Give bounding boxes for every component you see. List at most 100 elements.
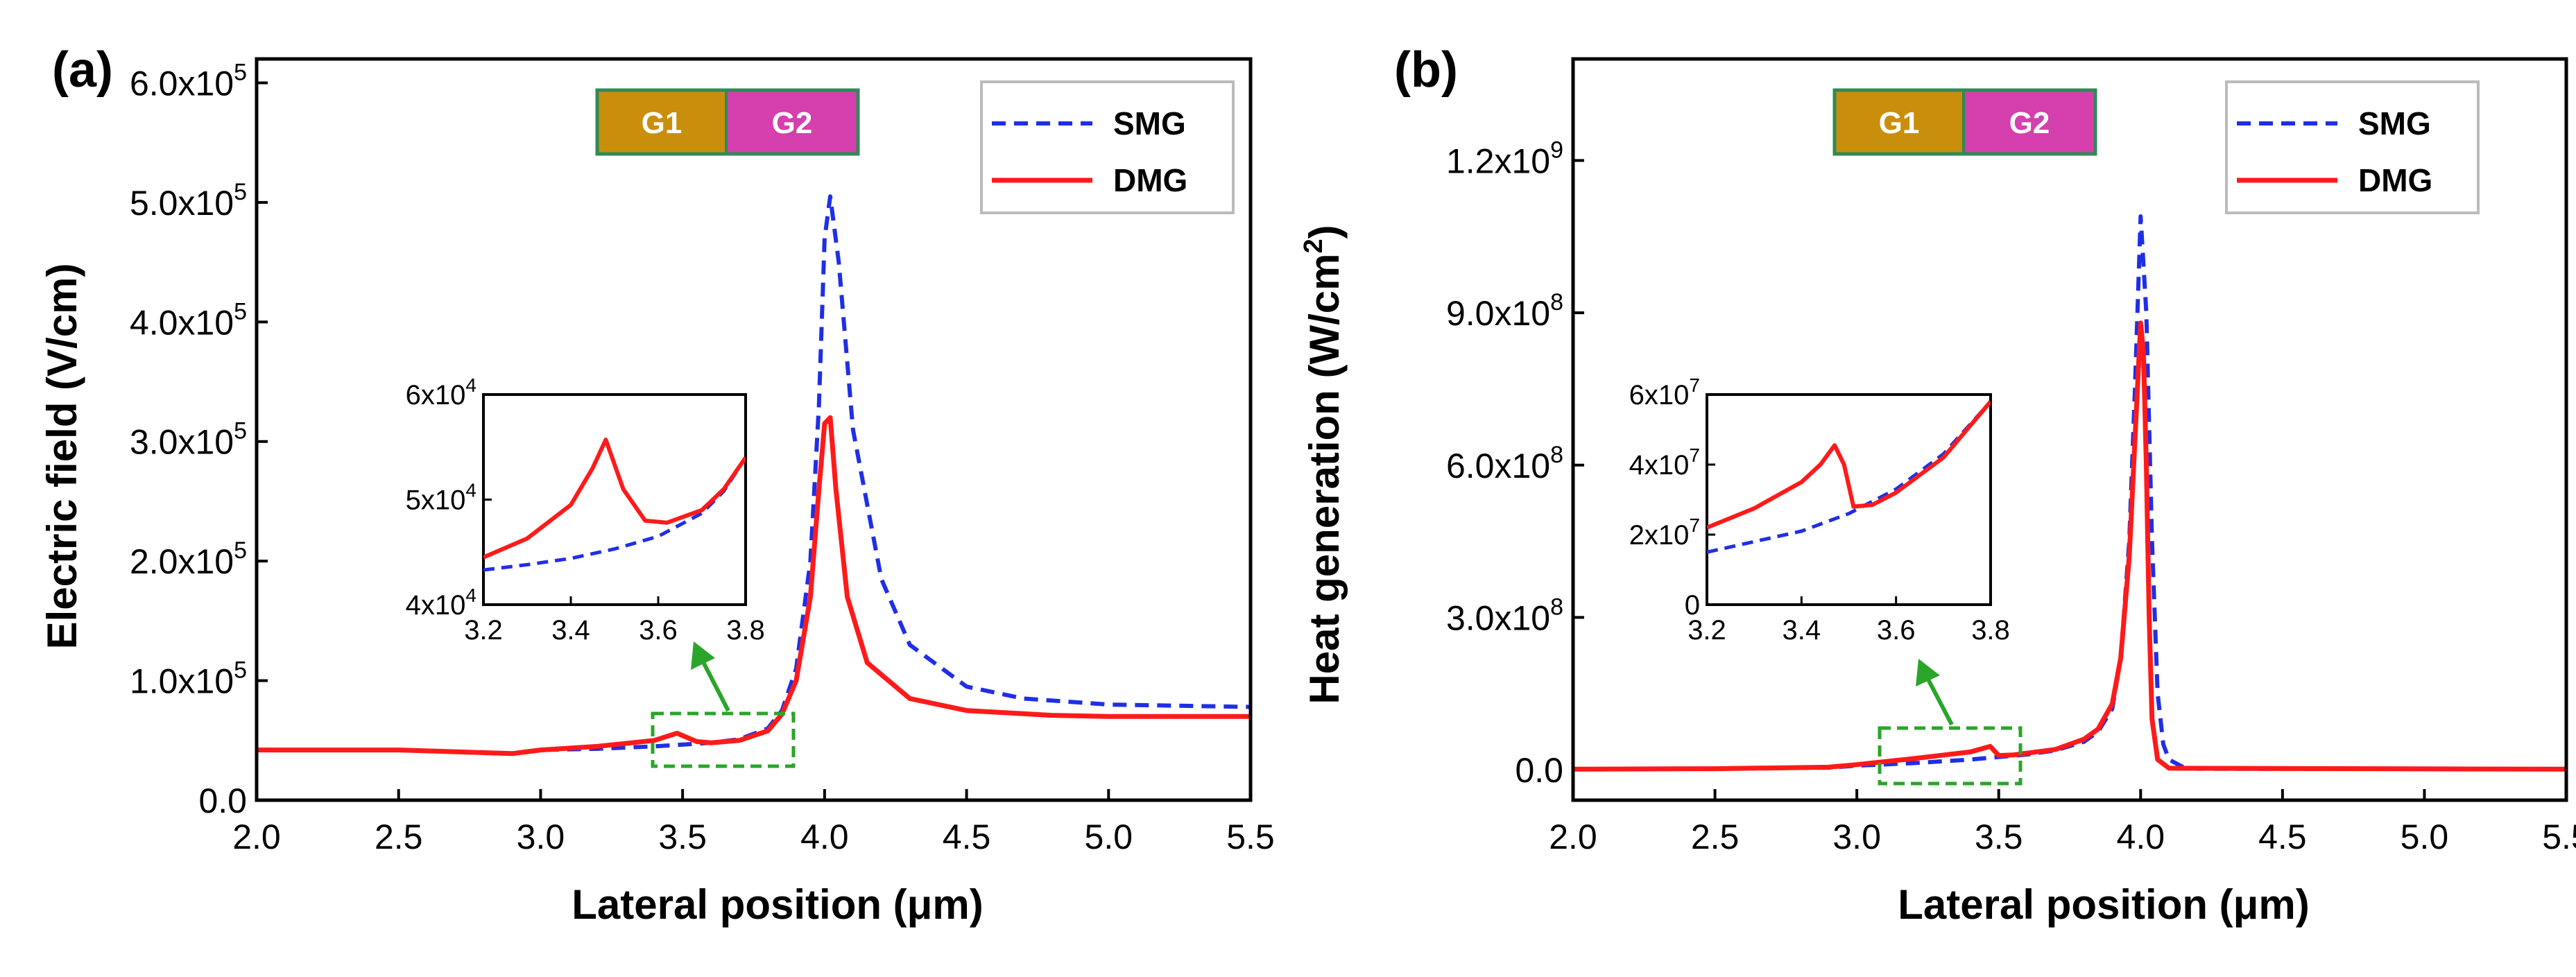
panel-a-gate-diagram: G1 G2 <box>595 88 860 156</box>
panel-a-legend-smg-label: SMG <box>1113 105 1186 141</box>
panel-a-inset-y-tick-label-0: 4x104 <box>406 585 476 621</box>
panel-b-y-tick-label-2: 6.0x108 <box>1446 442 1563 485</box>
panel-b-y-ticks: 0.0 3.0x108 6.0x108 9.0x108 1.2x109 <box>1446 137 1584 790</box>
panel-a-inset-y-tick-label-1: 5x104 <box>406 480 476 516</box>
panel-a-series-smg <box>257 194 1251 756</box>
panel-a-gate-g2 <box>726 90 858 154</box>
panel-a: (a) 0.0 1.0x105 2.0x105 3.0x105 4.0x105 5.0x1… <box>39 42 1275 928</box>
panel-a-y-tick-label-3: 3.0x105 <box>130 418 247 462</box>
panel-b-series <box>1573 214 2566 772</box>
panel-b-x-tick-label: 3.0 <box>1832 818 1881 856</box>
panel-b-y-tick-label-1: 3.0x108 <box>1446 594 1563 637</box>
panel-b-legend-frame <box>2225 80 2480 214</box>
panel-a-inset-x-ticks: 3.2 3.4 3.6 3.8 <box>464 596 765 646</box>
panel-b-zoom-arrow <box>1925 677 1954 726</box>
panel-b-legend: SMG DMG <box>2225 80 2480 214</box>
panel-b-inset-y-tick-label-0: 0 <box>1685 590 1700 621</box>
panel-a-gate-g1 <box>597 90 726 154</box>
panel-b-inset: 0 2x107 4x107 6x107 3.2 3.4 3.6 3.8 <box>1629 374 2010 646</box>
panel-a-inset-x-tick-label: 3.2 <box>464 615 503 646</box>
panel-b-legend-dmg-label: DMG <box>2358 162 2432 198</box>
panel-b-inset-series-smg <box>1707 400 1991 554</box>
panel-b-x-tick-label: 2.0 <box>1549 818 1597 856</box>
panel-a-y-tick-label-1: 1.0x105 <box>130 657 247 701</box>
panel-b-gate-g2 <box>1964 90 2095 154</box>
panel-b-y-tick-label-3: 9.0x108 <box>1446 289 1563 333</box>
panel-b-inset-x-tick-label: 3.2 <box>1688 615 1726 646</box>
panel-b-label: (b) <box>1394 42 1458 98</box>
panel-a-inset-x-tick-label: 3.6 <box>639 615 678 646</box>
panel-a-x-tick-label: 4.0 <box>800 818 849 856</box>
panel-a-y-ticks: 0.0 1.0x105 2.0x105 3.0x105 4.0x105 5.0x105 6.… <box>130 59 268 820</box>
panel-b-x-tick-label: 4.0 <box>2117 818 2165 856</box>
panel-b-inset-y-tick-label-1: 2x107 <box>1629 515 1700 551</box>
panel-a-x-tick-label: 2.5 <box>375 818 423 856</box>
panel-b-inset-y-tick-label-2: 4x107 <box>1629 444 1700 481</box>
panel-b-x-tick-label: 4.5 <box>2258 818 2307 856</box>
panel-b-zoom-arrowhead <box>1916 659 1940 686</box>
panel-b-inset-series-dmg <box>1707 400 1991 530</box>
panel-a-legend-dmg-label: DMG <box>1113 162 1187 198</box>
panel-a-y-tick-label-2: 2.0x105 <box>130 537 247 581</box>
panel-b-y-tick-label-4: 1.2x109 <box>1446 137 1563 180</box>
panel-a-zoom-arrow <box>701 659 730 712</box>
panel-a-x-tick-label: 3.5 <box>658 818 707 856</box>
panel-b-inset-x-ticks: 3.2 3.4 3.6 3.8 <box>1688 596 2010 646</box>
panel-a-inset-series-dmg <box>483 438 746 560</box>
panel-b-gate-g1-label: G1 <box>1879 106 1920 140</box>
panel-b-inset-x-tick-label: 3.6 <box>1877 615 1916 646</box>
panel-a-y-tick-label-4: 4.0x105 <box>130 298 247 342</box>
panel-b-inset-x-tick-label: 3.8 <box>1971 615 2010 646</box>
panel-b-gate-g1 <box>1835 90 1964 154</box>
panel-a-x-axis-title: Lateral position (μm) <box>572 881 983 928</box>
panel-b-y-tick-label-0: 0.0 <box>1515 751 1563 790</box>
panel-b-x-tick-label: 5.5 <box>2542 818 2576 856</box>
panel-a-series-dmg <box>257 415 1251 756</box>
panel-b-inset-y-ticks: 0 2x107 4x107 6x107 <box>1629 374 1715 621</box>
panel-a-inset-x-tick-label: 3.4 <box>551 615 590 646</box>
panel-a-x-ticks: 2.0 2.5 3.0 3.5 4.0 4.5 5.0 5.5 <box>232 789 1275 856</box>
panel-a-inset: 4x104 5x104 6x104 3.2 3.4 3.6 3.8 <box>406 374 765 646</box>
panel-a-gate-g2-label: G2 <box>772 106 813 140</box>
panel-a-inset-frame <box>482 393 747 606</box>
panel-b-inset-frame <box>1706 393 1992 606</box>
panel-a-x-tick-label: 2.0 <box>232 818 281 856</box>
panel-b-inset-series <box>1707 400 1991 554</box>
panel-a-gate-g1-label: G1 <box>642 106 682 140</box>
panel-b-legend-smg-label: SMG <box>2358 105 2431 141</box>
panel-a-y-axis-title: Electric field (V/cm) <box>39 263 85 650</box>
panel-a-x-tick-label: 4.5 <box>943 818 991 856</box>
panel-a-legend: SMG DMG <box>980 80 1235 214</box>
panel-b-zoom-region <box>1878 726 2023 786</box>
panel-b-gate-diagram: G1 G2 <box>1832 88 2097 156</box>
panel-b-y-axis-title: Heat generation (W/cm2) <box>1299 225 1348 704</box>
panel-a-x-tick-label: 5.0 <box>1085 818 1133 856</box>
panel-a-inset-series <box>483 438 746 572</box>
panel-a-legend-frame <box>980 80 1235 214</box>
panel-b-x-ticks: 2.0 2.5 3.0 3.5 4.0 4.5 5.0 5.5 <box>1549 789 2576 856</box>
panel-a-zoom-arrowhead <box>691 641 715 670</box>
panel-b-plot-frame <box>1571 57 2568 802</box>
panel-a-inset-y-tick-label-2: 6x104 <box>406 374 476 410</box>
panel-a-plot-frame <box>255 57 1253 802</box>
panel-a-y-tick-label-5: 5.0x105 <box>130 179 247 223</box>
panel-b-inset-y-tick-label-3: 6x107 <box>1629 374 1700 410</box>
panel-a-series <box>257 194 1251 756</box>
panel-a-x-tick-label: 3.0 <box>517 818 565 856</box>
panel-b-x-tick-label: 5.0 <box>2401 818 2449 856</box>
panel-b-x-axis-title: Lateral position (μm) <box>1898 881 2309 928</box>
panel-b-x-tick-label: 3.5 <box>1975 818 2023 856</box>
panel-a-label: (a) <box>52 42 113 98</box>
panel-b-x-tick-label: 2.5 <box>1691 818 1740 856</box>
panel-a-inset-x-tick-label: 3.8 <box>726 615 765 646</box>
panel-b-gate-g2-label: G2 <box>2009 106 2050 140</box>
panel-a-x-tick-label: 5.5 <box>1226 818 1275 856</box>
panel-a-y-tick-label-6: 6.0x105 <box>130 59 247 103</box>
panel-b-inset-x-tick-label: 3.4 <box>1783 615 1821 646</box>
panel-a-y-tick-label-0: 0.0 <box>198 781 247 820</box>
panel-a-zoom-region <box>651 711 796 768</box>
panel-a-inset-y-ticks: 4x104 5x104 6x104 <box>406 374 492 621</box>
panel-b-series-dmg <box>1573 320 2566 772</box>
